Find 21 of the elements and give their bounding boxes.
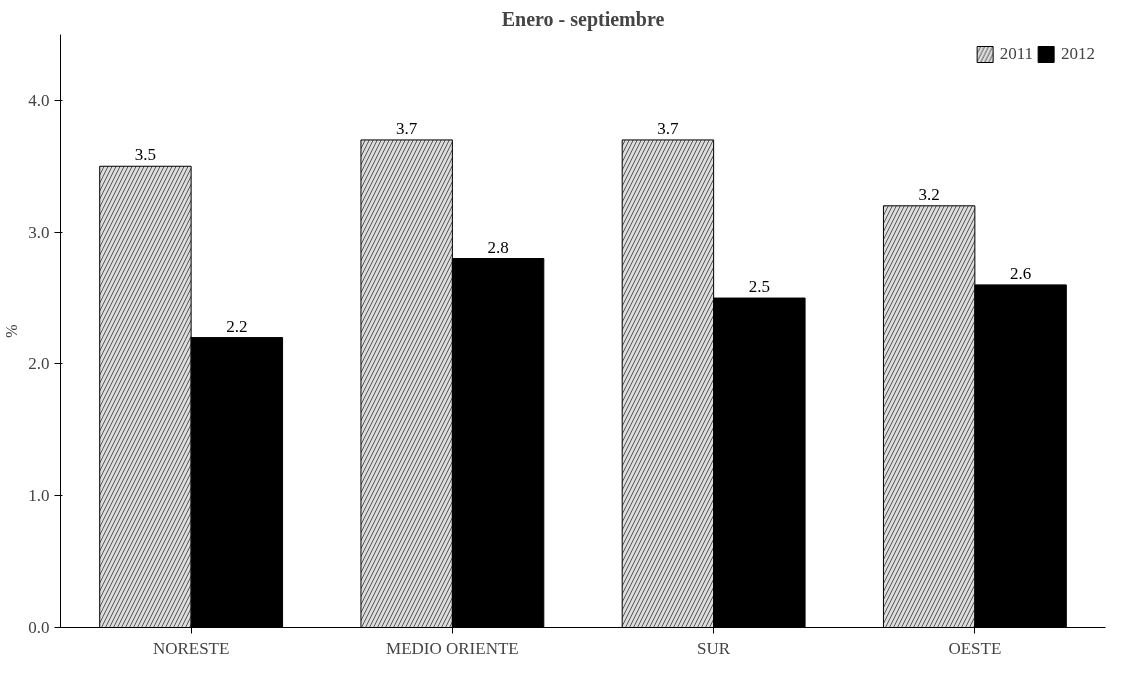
legend-label: 2011 [999,44,1033,64]
y-tick-label: 0.0 [28,618,50,637]
data-label: 2.2 [226,316,248,336]
chart-title: Enero - septiembre [501,7,665,31]
y-tick-label: 3.0 [28,222,50,242]
y-tick-label: 4.0 [28,90,50,110]
y-axis-title: % [3,324,21,338]
x-tick-label: NORESTE [152,638,230,658]
data-label: 2.5 [748,277,770,297]
y-tick-label: 2.0 [28,354,50,374]
data-label: 2.6 [1009,263,1032,283]
legend-label: 2012 [1061,44,1095,64]
data-label: 3.2 [918,184,940,204]
x-tick-label: OESTE [948,638,1002,658]
data-label: 3.7 [657,118,680,138]
data-label: 3.5 [134,145,157,165]
x-tick-label: MEDIO ORIENTE [386,638,519,658]
x-tick-label: SUR [697,638,731,658]
data-label: 3.7 [396,118,418,138]
data-label: 2.8 [487,237,509,257]
y-tick-label: 1.0 [28,486,50,506]
